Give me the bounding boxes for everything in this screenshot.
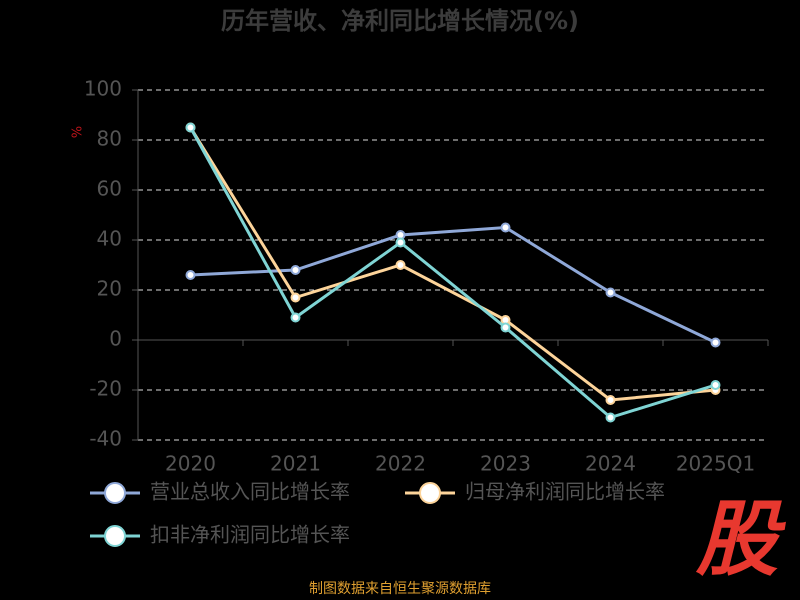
data-point: [290, 312, 301, 323]
x-tick-label: 2020: [165, 452, 216, 476]
chart-title: 历年营收、净利同比增长情况(%): [221, 7, 579, 35]
legend-marker: [104, 525, 126, 547]
data-point: [395, 260, 406, 270]
x-tick-label: 2022: [375, 452, 426, 476]
legend-marker: [419, 482, 441, 504]
x-tick-label: 2023: [480, 452, 531, 476]
y-tick-label: -40: [89, 427, 122, 451]
y-tick-label: 20: [97, 277, 122, 301]
data-point: [500, 322, 511, 333]
data-point: [605, 412, 616, 423]
data-point: [500, 222, 511, 233]
data-point: [185, 122, 196, 133]
legend-label: 归母净利润同比增长率: [465, 480, 665, 504]
x-tick-label: 2021: [270, 452, 321, 476]
y-tick-label: 80: [97, 127, 122, 151]
data-point: [185, 270, 196, 280]
data-point: [710, 337, 721, 348]
data-point: [290, 265, 301, 275]
logo: 股: [695, 492, 786, 587]
y-tick-label: 0: [109, 327, 122, 351]
x-tick-label: 2024: [585, 452, 636, 476]
series-line: [189, 126, 716, 402]
legend-label: 扣非净利润同比增长率: [150, 523, 350, 547]
legend-label: 营业总收入同比增长率: [150, 480, 350, 504]
y-tick-label: -20: [89, 377, 122, 401]
source-note: 制图数据来自恒生聚源数据库: [309, 581, 491, 597]
y-tick-label: 60: [97, 177, 122, 201]
y-tick-label: 100: [84, 77, 122, 101]
data-point: [290, 292, 301, 303]
data-point: [605, 395, 616, 405]
legend-marker: [104, 482, 126, 504]
data-point: [710, 380, 721, 390]
y-tick-label: 40: [97, 227, 122, 251]
series-line: [189, 126, 716, 420]
data-point: [395, 237, 406, 248]
y-axis-label: %: [68, 126, 83, 138]
x-tick-label: 2025Q1: [676, 452, 755, 476]
data-point: [605, 287, 616, 298]
